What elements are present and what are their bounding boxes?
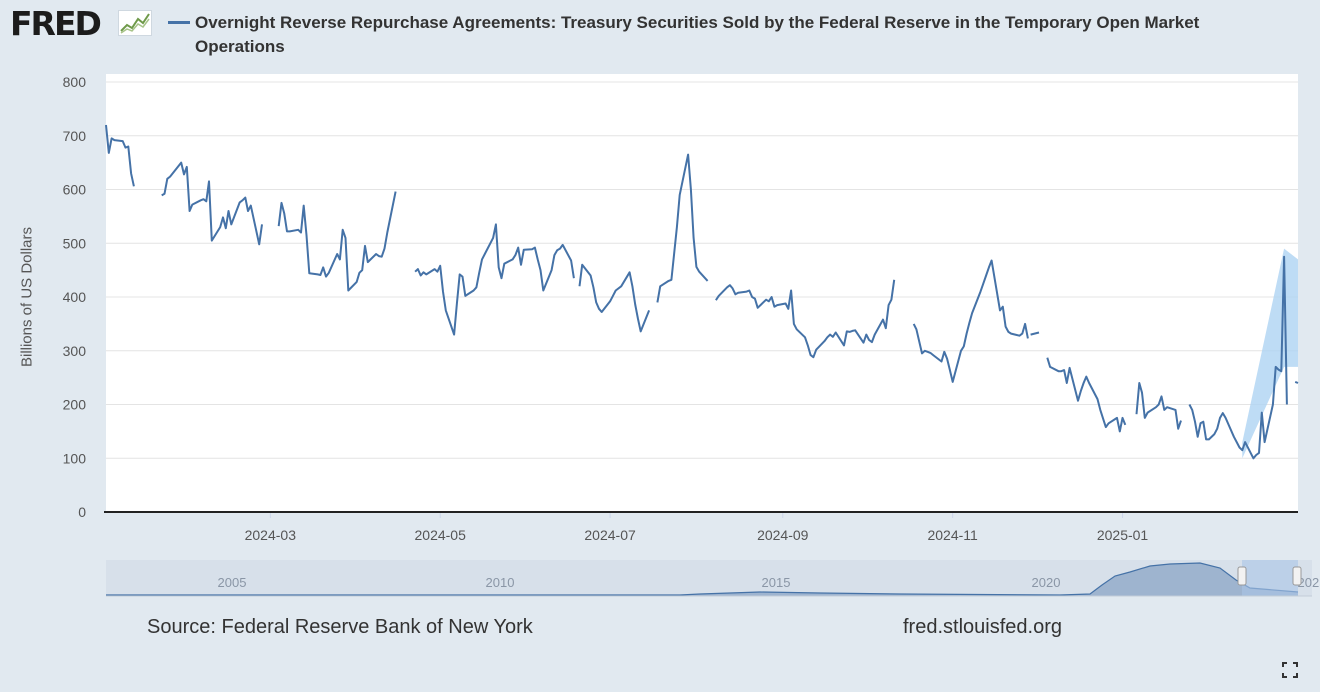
y-tick-label: 300 (63, 343, 87, 359)
navigator-label: 2020 (1032, 575, 1061, 590)
series-line (161, 161, 263, 246)
navigator-selection (1242, 560, 1298, 596)
y-tick-label: 700 (63, 128, 87, 144)
series-line (1294, 380, 1299, 384)
fullscreen-icon[interactable] (1282, 662, 1298, 678)
y-tick-label: 500 (63, 235, 87, 251)
series-line (912, 259, 1029, 383)
series-line (105, 124, 135, 187)
navigator-handle (1237, 566, 1247, 586)
series-line (656, 153, 709, 303)
navigator-label: 2005 (218, 575, 247, 590)
series-line (1030, 331, 1040, 336)
fred-graph-icon (118, 10, 152, 36)
legend-line-swatch (168, 21, 190, 24)
series-line (277, 191, 397, 292)
navigator-line (106, 562, 1299, 596)
y-tick-label: 0 (78, 504, 86, 520)
y-tick-label: 100 (63, 450, 87, 466)
x-tick-label: 2025-01 (1097, 527, 1149, 543)
y-tick-label: 600 (63, 182, 87, 198)
navigator-label: 2025 (1298, 575, 1320, 590)
x-tick-label: 2024-11 (927, 527, 978, 543)
series-line (1135, 382, 1182, 430)
navigator-label: 2010 (486, 575, 515, 590)
y-tick-label: 800 (63, 74, 87, 90)
series-line (1046, 357, 1127, 433)
x-tick-label: 2024-03 (245, 527, 297, 543)
navigator-area (106, 563, 1298, 596)
site-link[interactable]: fred.stlouisfed.org (903, 616, 1062, 638)
fred-logo[interactable]: FRED (10, 4, 102, 43)
source-text: Source: Federal Reserve Bank of New York (147, 616, 533, 638)
series-line (715, 279, 896, 359)
navigator-label: 2015 (762, 575, 791, 590)
series-line (578, 263, 651, 333)
plot-background (106, 74, 1298, 512)
x-tick-label: 2024-07 (584, 527, 636, 543)
series-line (414, 223, 575, 336)
x-tick-label: 2024-09 (757, 527, 809, 543)
x-tick-label: 2024-05 (415, 527, 467, 543)
y-tick-label: 200 (63, 397, 87, 413)
navigator-handle (1292, 566, 1302, 586)
chart-title: Overnight Reverse Repurchase Agreements:… (195, 13, 1200, 56)
series-line (1188, 255, 1288, 460)
y-tick-label: 400 (63, 289, 87, 305)
